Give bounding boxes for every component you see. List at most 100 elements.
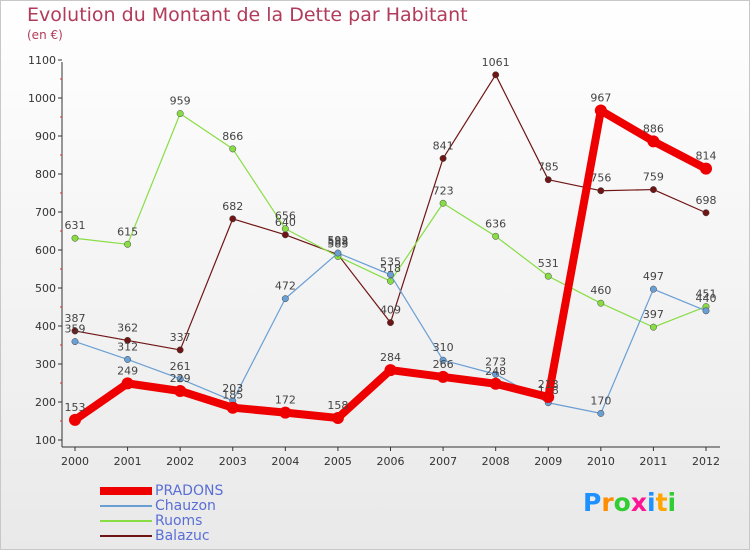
x-tick-label: 2006 — [377, 455, 405, 468]
chart-subtitle: (en €) — [27, 28, 63, 42]
legend-label: Chauzon — [155, 498, 216, 514]
data-point-balazuc — [597, 187, 605, 195]
data-point-pradons — [594, 104, 607, 117]
data-label-balazuc: 387 — [65, 312, 86, 325]
x-tick-label: 2002 — [166, 455, 194, 468]
data-point-pradons — [542, 391, 555, 404]
data-point-pradons — [647, 135, 660, 148]
y-tick-label: 700 — [35, 206, 56, 219]
data-label-balazuc: 640 — [275, 216, 296, 229]
data-label-chauzon: 440 — [696, 292, 717, 305]
data-point-pradons — [384, 364, 397, 377]
data-label-pradons: 249 — [117, 364, 138, 377]
data-point-pradons — [700, 162, 712, 175]
data-label-ruoms: 460 — [590, 284, 611, 297]
proxiti-logo: Proxiti — [583, 488, 677, 517]
data-point-chauzon — [597, 409, 605, 417]
data-point-balazuc — [544, 176, 552, 184]
legend-swatch — [100, 520, 152, 522]
data-label-ruoms: 636 — [485, 217, 506, 230]
x-tick-label: 2007 — [429, 455, 457, 468]
data-label-ruoms: 531 — [538, 257, 559, 270]
data-label-ruoms: 397 — [643, 308, 664, 321]
data-point-pradons — [174, 384, 187, 397]
legend: PRADONS Chauzon Ruoms Balazuc — [100, 483, 300, 544]
series-line-ruoms — [74, 112, 707, 328]
legend-item-balazuc: Balazuc — [100, 528, 300, 544]
data-point-pradons — [489, 377, 502, 390]
data-point-ruoms — [124, 240, 132, 248]
x-tick-label: 2009 — [534, 455, 562, 468]
data-point-ruoms — [544, 272, 552, 280]
data-point-pradons — [279, 406, 292, 419]
x-tick-label: 2005 — [324, 455, 352, 468]
data-label-balazuc: 409 — [380, 304, 401, 317]
data-point-ruoms — [281, 225, 289, 233]
legend-label: PRADONS — [155, 483, 224, 499]
data-label-chauzon: 497 — [643, 270, 664, 283]
y-tick-label: 600 — [35, 244, 56, 257]
data-point-chauzon — [387, 271, 394, 279]
data-point-ruoms — [176, 110, 184, 118]
y-tick-label: 1100 — [28, 54, 56, 67]
data-label-pradons: 886 — [643, 122, 664, 135]
data-point-balazuc — [229, 215, 237, 223]
data-label-chauzon: 359 — [65, 323, 86, 336]
data-point-balazuc — [387, 319, 394, 327]
y-tick-label: 900 — [35, 130, 56, 143]
data-label-balazuc: 756 — [590, 172, 611, 185]
data-label-balazuc: 698 — [696, 194, 717, 207]
legend-label: Balazuc — [155, 528, 210, 544]
data-label-ruoms: 451 — [696, 288, 717, 301]
data-point-chauzon — [334, 249, 342, 257]
y-tick-label: 500 — [35, 282, 56, 295]
y-tick-label: 1000 — [28, 92, 56, 105]
data-label-chauzon: 535 — [380, 256, 401, 269]
data-point-balazuc — [492, 71, 500, 79]
data-label-pradons: 153 — [65, 401, 86, 414]
data-point-chauzon — [492, 370, 500, 378]
data-point-chauzon — [439, 356, 447, 364]
data-label-ruoms: 866 — [222, 130, 243, 143]
data-label-chauzon: 472 — [275, 280, 296, 293]
data-point-chauzon — [281, 295, 289, 303]
legend-item-chauzon: Chauzon — [100, 498, 300, 514]
data-label-balazuc: 759 — [643, 171, 664, 184]
x-tick-label: 2003 — [219, 455, 247, 468]
data-label-balazuc: 1061 — [482, 56, 510, 69]
x-tick-label: 2004 — [271, 455, 299, 468]
x-tick-label: 2000 — [61, 455, 89, 468]
data-point-ruoms — [71, 234, 79, 242]
data-label-chauzon: 312 — [117, 340, 138, 353]
data-point-pradons — [121, 377, 134, 390]
legend-swatch — [100, 505, 152, 507]
data-label-chauzon: 261 — [170, 360, 191, 373]
x-tick-label: 2012 — [692, 455, 720, 468]
legend-swatch — [100, 487, 152, 495]
legend-swatch — [100, 535, 152, 537]
x-tick-label: 2010 — [587, 455, 615, 468]
y-tick-label: 400 — [35, 320, 56, 333]
data-label-ruoms: 723 — [433, 184, 454, 197]
data-label-pradons: 284 — [380, 351, 401, 364]
x-tick-label: 2008 — [482, 455, 510, 468]
data-label-pradons: 229 — [170, 372, 191, 385]
data-point-ruoms — [597, 299, 605, 307]
data-point-chauzon — [176, 375, 184, 383]
data-label-pradons: 172 — [275, 394, 296, 407]
data-label-ruoms: 631 — [65, 219, 86, 232]
y-tick-label: 800 — [35, 168, 56, 181]
data-point-pradons — [226, 401, 239, 414]
data-label-pradons: 814 — [696, 150, 717, 163]
data-label-pradons: 185 — [222, 389, 243, 402]
data-label-chauzon: 273 — [485, 355, 506, 368]
data-point-chauzon — [702, 307, 710, 315]
data-point-balazuc — [176, 346, 184, 354]
data-label-chauzon: 310 — [433, 341, 454, 354]
data-point-balazuc — [71, 327, 79, 335]
legend-item-ruoms: Ruoms — [100, 513, 300, 529]
data-point-pradons — [69, 413, 81, 426]
data-label-balazuc: 682 — [222, 200, 243, 213]
data-point-chauzon — [649, 285, 657, 293]
data-label-chauzon: 170 — [590, 394, 611, 407]
